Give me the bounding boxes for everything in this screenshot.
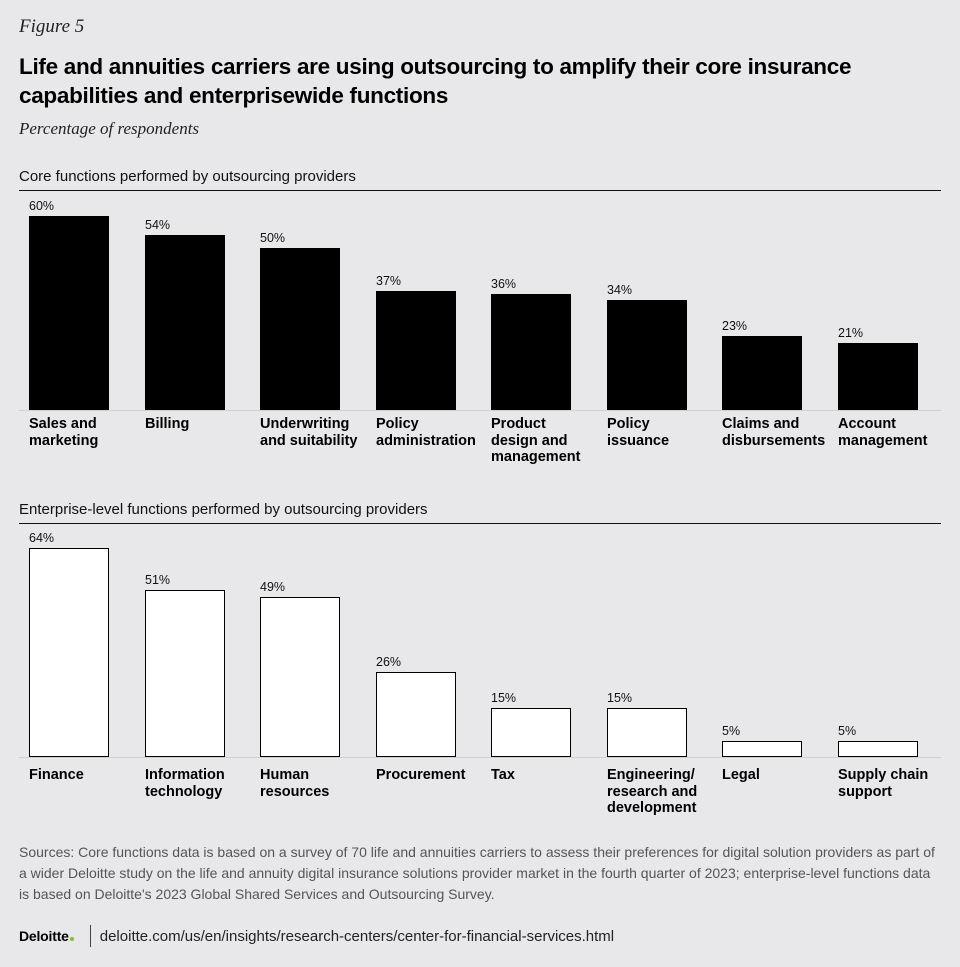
core-bar (29, 216, 109, 411)
enterprise-bar (260, 597, 340, 757)
core-value-label: 54% (145, 218, 171, 232)
enterprise-category-label: Engineering/ research and development (607, 767, 698, 816)
core-bar (607, 300, 687, 411)
core-category-label: Policy issuance (607, 416, 670, 449)
footer-divider (89, 925, 91, 947)
chart-subtitle: Percentage of respondents (19, 119, 200, 138)
core-bar (145, 235, 225, 411)
enterprise-category-label: Information technology (145, 767, 225, 800)
enterprise-category-label: Finance (29, 767, 84, 783)
enterprise-value-label: 49% (260, 580, 286, 594)
core-value-label: 50% (260, 231, 286, 245)
core-value-label: 21% (838, 326, 864, 340)
enterprise-value-label: 15% (607, 691, 633, 705)
core-category-label: Sales and marketing (29, 416, 99, 449)
enterprise-section-title: Enterprise-level functions performed by … (19, 501, 428, 518)
core-category-label: Underwriting and suitability (260, 416, 358, 449)
enterprise-bar (838, 741, 918, 757)
core-value-label: 36% (491, 277, 517, 291)
enterprise-value-label: 64% (29, 531, 55, 545)
core-bar (376, 291, 456, 411)
enterprise-bar (29, 548, 109, 757)
enterprise-bar (722, 741, 802, 757)
core-bar (838, 343, 918, 411)
sources-note: Sources: Core functions data is based on… (19, 844, 935, 902)
deloitte-logo: Deloitte (19, 928, 74, 944)
enterprise-category-label: Human resources (260, 767, 330, 800)
chart-title: Life and annuities carriers are using ou… (19, 54, 852, 108)
core-value-label: 34% (607, 283, 633, 297)
core-category-label: Billing (145, 416, 190, 432)
enterprise-category-label: Legal (722, 767, 760, 783)
core-category-label: Claims and disbursements (722, 416, 826, 449)
enterprise-category-label: Tax (491, 767, 515, 783)
core-category-label: Product design and management (491, 416, 581, 465)
core-section-rule (19, 190, 941, 191)
enterprise-bar (491, 708, 571, 757)
enterprise-value-label: 26% (376, 655, 402, 669)
enterprise-baseline (19, 757, 941, 758)
enterprise-bar (607, 708, 687, 757)
core-value-label: 23% (722, 319, 748, 333)
core-category-label: Policy administration (376, 416, 476, 449)
core-section-title: Core functions performed by outsourcing … (19, 168, 356, 185)
core-baseline (19, 410, 941, 411)
enterprise-value-label: 51% (145, 573, 171, 587)
footer-url-link[interactable]: deloitte.com/us/en/insights/research-cen… (99, 927, 615, 945)
enterprise-bar (145, 590, 225, 757)
logo-dot-icon (69, 937, 74, 941)
enterprise-section-rule (19, 523, 941, 524)
core-bar (722, 336, 802, 411)
figure-label: Figure 5 (19, 16, 85, 37)
enterprise-category-label: Procurement (376, 767, 466, 783)
logo-text: Deloitte (19, 928, 69, 944)
enterprise-value-label: 5% (722, 724, 741, 738)
core-value-label: 60% (29, 199, 55, 213)
core-bar (260, 248, 340, 411)
core-value-label: 37% (376, 274, 402, 288)
footer: Deloitte deloitte.com/us/en/insights/res… (19, 925, 614, 947)
enterprise-category-label: Supply chain support (838, 767, 929, 800)
core-category-label: Account management (838, 416, 928, 449)
enterprise-value-label: 5% (838, 724, 857, 738)
enterprise-value-label: 15% (491, 691, 517, 705)
core-bar (491, 294, 571, 411)
enterprise-bar (376, 672, 456, 757)
